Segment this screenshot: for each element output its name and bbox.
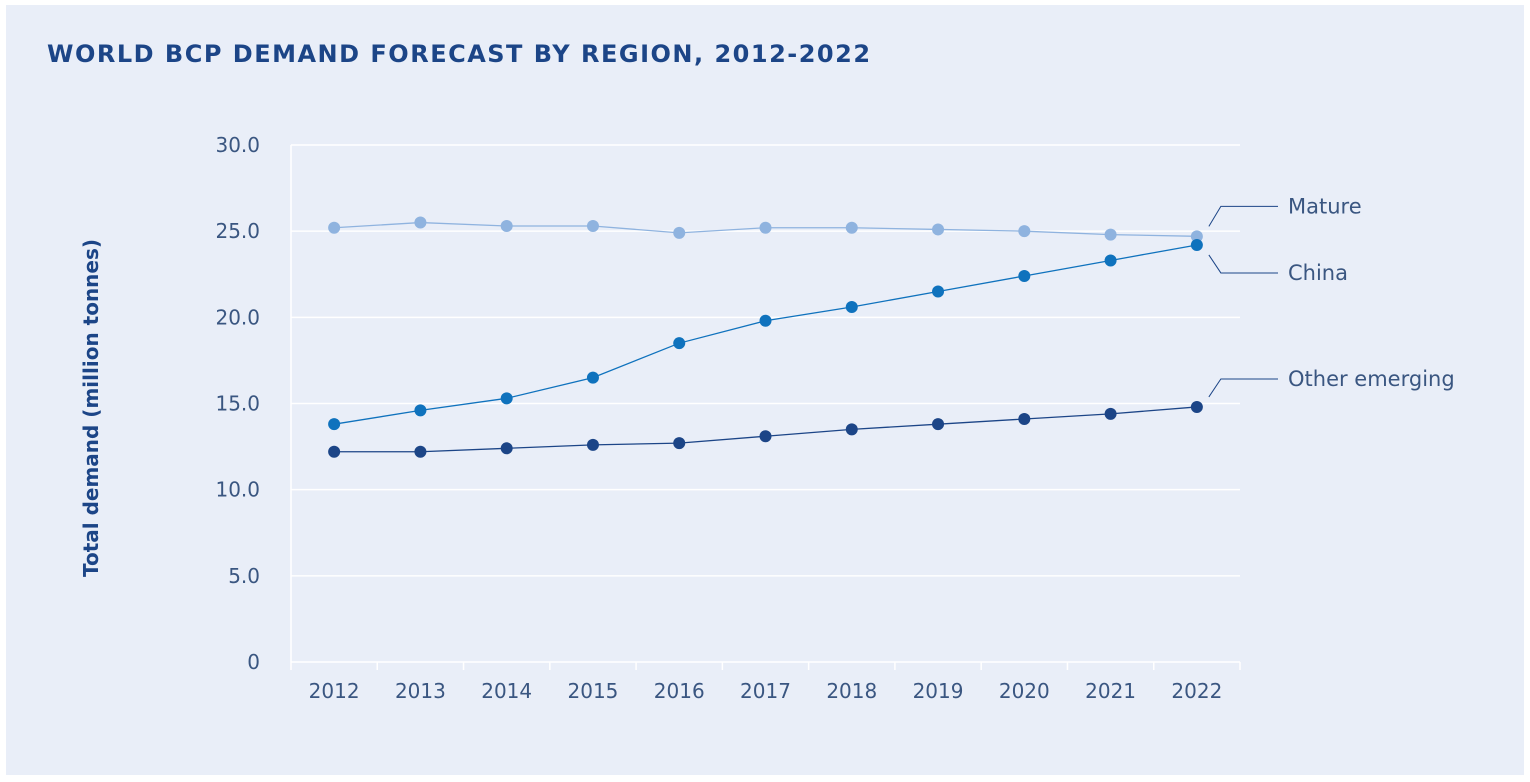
data-point: [1190, 400, 1203, 413]
data-point: [586, 438, 599, 451]
data-point: [673, 226, 686, 239]
data-point: [586, 371, 599, 384]
data-point: [1104, 254, 1117, 267]
series-label: Other emerging: [1288, 367, 1455, 391]
series-labels: Mature China Other emerging: [1208, 194, 1455, 398]
x-tick-label: 2017: [740, 679, 791, 703]
data-point: [414, 404, 427, 417]
x-tick-labels: 2012 2013 2014 2015 2016 2017 2018 2019 2020 2021…: [309, 679, 1223, 703]
x-tick-label: 2019: [913, 679, 964, 703]
data-point: [932, 223, 945, 236]
data-point: [1018, 225, 1031, 238]
y-axis-label: Total demand (million tonnes): [79, 239, 103, 577]
data-point: [673, 437, 686, 450]
data-point: [414, 216, 427, 229]
data-point: [414, 445, 427, 458]
data-point: [845, 423, 858, 436]
data-point: [500, 219, 513, 232]
y-tick-label: 20.0: [215, 305, 260, 329]
data-point: [500, 442, 513, 455]
series-label: China: [1288, 261, 1348, 285]
x-tick-label: 2013: [395, 679, 446, 703]
data-point: [1018, 413, 1031, 426]
data-point: [1018, 269, 1031, 282]
data-point: [500, 392, 513, 405]
chart-title: WORLD BCP DEMAND FORECAST BY REGION, 201…: [47, 40, 872, 68]
y-tick-label: 30.0: [215, 133, 260, 157]
data-point: [932, 418, 945, 431]
series-line: [334, 244, 1197, 425]
y-tick-label: 10.0: [215, 478, 260, 502]
data-point: [1104, 228, 1117, 241]
y-tick-label: 0: [247, 650, 260, 674]
data-point: [1104, 407, 1117, 420]
data-point: [932, 285, 945, 298]
data-point: [328, 221, 341, 234]
x-tick-label: 2012: [309, 679, 360, 703]
label-leader-line: [1208, 378, 1278, 398]
x-tick-label: 2020: [999, 679, 1050, 703]
y-tick-label: 15.0: [215, 392, 260, 416]
x-tick-label: 2022: [1171, 679, 1222, 703]
label-leader-line: [1208, 254, 1278, 274]
axes: [290, 145, 1241, 670]
y-tick-label: 5.0: [228, 564, 260, 588]
data-point: [1190, 238, 1203, 251]
x-tick-label: 2018: [826, 679, 877, 703]
data-point: [586, 219, 599, 232]
series-line: [334, 406, 1197, 453]
data-point: [328, 418, 341, 431]
data-point: [759, 430, 772, 443]
chart-panel: [6, 5, 1524, 775]
data-point: [1190, 230, 1203, 243]
label-leader-line: [1208, 205, 1278, 227]
data-point: [759, 221, 772, 234]
data-point: [759, 314, 772, 327]
x-tick-label: 2016: [654, 679, 705, 703]
data-point: [845, 300, 858, 313]
y-tick-labels: 0 5.0 10.0 15.0 20.0 25.0 30.0: [215, 133, 260, 674]
data-point: [673, 337, 686, 350]
x-tick-label: 2014: [481, 679, 532, 703]
data-point: [845, 221, 858, 234]
x-tick-label: 2015: [568, 679, 619, 703]
x-tick-label: 2021: [1085, 679, 1136, 703]
series-group: [328, 216, 1203, 458]
gridlines: [291, 144, 1240, 577]
y-tick-label: 25.0: [215, 219, 260, 243]
data-point: [328, 445, 341, 458]
series-label: Mature: [1288, 194, 1362, 218]
